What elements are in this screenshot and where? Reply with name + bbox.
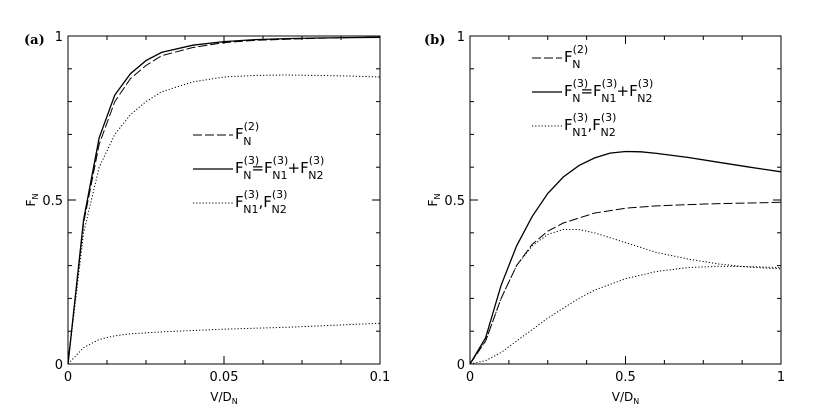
y-axis-title-main: F	[426, 199, 440, 206]
y-tick-label: 1	[55, 30, 63, 45]
legend-superscript: (3)	[573, 77, 589, 90]
series-line-1	[67, 36, 381, 365]
legend-label: F(2) N	[564, 43, 588, 71]
x-axis-title: V/DN	[210, 390, 238, 406]
legend-symbol: F	[564, 48, 573, 66]
legend-label: F(3) N1,F(3) N2	[235, 188, 287, 216]
x-axis-title-main: V/D	[612, 390, 634, 404]
legend-entry: F(3) N=F(3) N1+F(3) N2	[532, 77, 653, 105]
legend-entry: F(2) N	[193, 120, 259, 148]
x-axis-title-main: V/D	[210, 390, 232, 404]
x-tick-label: 1	[777, 370, 785, 385]
legend-label: F(3) N=F(3) N1+F(3) N2	[564, 77, 653, 105]
panel-label: (b)	[424, 33, 445, 48]
legend-subscript: N1	[272, 169, 287, 182]
legend-subscript: N	[243, 169, 251, 182]
x-tick-label: 0.5	[615, 370, 636, 385]
series-line-4	[469, 265, 782, 365]
x-tick-label: 0.05	[210, 370, 239, 385]
legend-subscript: N2	[600, 126, 615, 139]
y-tick-label: 1	[457, 30, 465, 45]
y-axis-title-sub: N	[31, 194, 40, 200]
legend-subscript: N2	[271, 203, 286, 216]
legend-subscript: N	[572, 92, 580, 105]
y-tick-label: 0	[55, 358, 63, 373]
legend-entry: F(2) N	[532, 43, 588, 71]
x-tick-label: 0	[466, 370, 474, 385]
legend-operator: =F	[580, 82, 601, 100]
series-line-2	[67, 36, 381, 365]
legend-symbol: F	[235, 125, 244, 143]
legend-superscript: (3)	[638, 77, 654, 90]
legend-subscript: N1	[601, 92, 616, 105]
legend-subscript: N1	[572, 126, 587, 139]
plot-frame	[67, 35, 381, 365]
legend-symbol: F	[235, 159, 244, 177]
series-line-1	[469, 201, 782, 365]
legend-superscript: (2)	[573, 43, 589, 56]
legend-label: F(3) N=F(3) N1+F(3) N2	[235, 154, 324, 182]
legend-symbol: F	[564, 116, 573, 134]
panel-label: (a)	[24, 33, 45, 48]
y-axis-title-main: F	[24, 199, 38, 206]
legend-entry: F(3) N1,F(3) N2	[532, 111, 616, 139]
legend-symbol: F	[564, 82, 573, 100]
x-tick-label: 0.1	[370, 370, 391, 385]
y-axis-title: FN	[426, 194, 442, 207]
legend-operator: ,F	[258, 193, 271, 211]
legend-superscript: (3)	[573, 111, 589, 124]
x-axis-title-sub: N	[633, 397, 639, 406]
y-tick-label: 0.5	[444, 194, 465, 209]
x-axis-title: V/DN	[612, 390, 640, 406]
legend-operator: +F	[617, 82, 638, 100]
legend-superscript: (3)	[244, 188, 260, 201]
legend-symbol: F	[235, 193, 244, 211]
y-tick-label: 0	[457, 358, 465, 373]
legend-superscript: (2)	[244, 120, 260, 133]
legend-subscript: N	[243, 135, 251, 148]
legend-entry: F(3) N1,F(3) N2	[193, 188, 287, 216]
legend-entry: F(3) N=F(3) N1+F(3) N2	[193, 154, 324, 182]
y-axis-title-sub: N	[433, 194, 442, 200]
series-line-3	[469, 229, 782, 365]
legend-subscript: N	[572, 58, 580, 71]
legend-subscript: N2	[637, 92, 652, 105]
series-line-2	[469, 150, 782, 365]
legend-superscript: (3)	[602, 77, 618, 90]
legend-subscript: N2	[308, 169, 323, 182]
legend-superscript: (3)	[244, 154, 260, 167]
legend-operator: +F	[288, 159, 309, 177]
legend-label: F(3) N1,F(3) N2	[564, 111, 616, 139]
legend-superscript: (3)	[273, 154, 289, 167]
legend-superscript: (3)	[601, 111, 617, 124]
y-axis-title: FN	[24, 194, 40, 207]
legend-superscript: (3)	[309, 154, 325, 167]
series-line-3	[67, 74, 381, 365]
legend-superscript: (3)	[272, 188, 288, 201]
legend-subscript: N1	[243, 203, 258, 216]
series-line-4	[67, 322, 381, 365]
legend-label: F(2) N	[235, 120, 259, 148]
x-axis-title-sub: N	[232, 397, 238, 406]
legend-operator: ,F	[587, 116, 600, 134]
legend-operator: =F	[251, 159, 272, 177]
y-tick-label: 0.5	[42, 194, 63, 209]
x-tick-label: 0	[64, 370, 72, 385]
